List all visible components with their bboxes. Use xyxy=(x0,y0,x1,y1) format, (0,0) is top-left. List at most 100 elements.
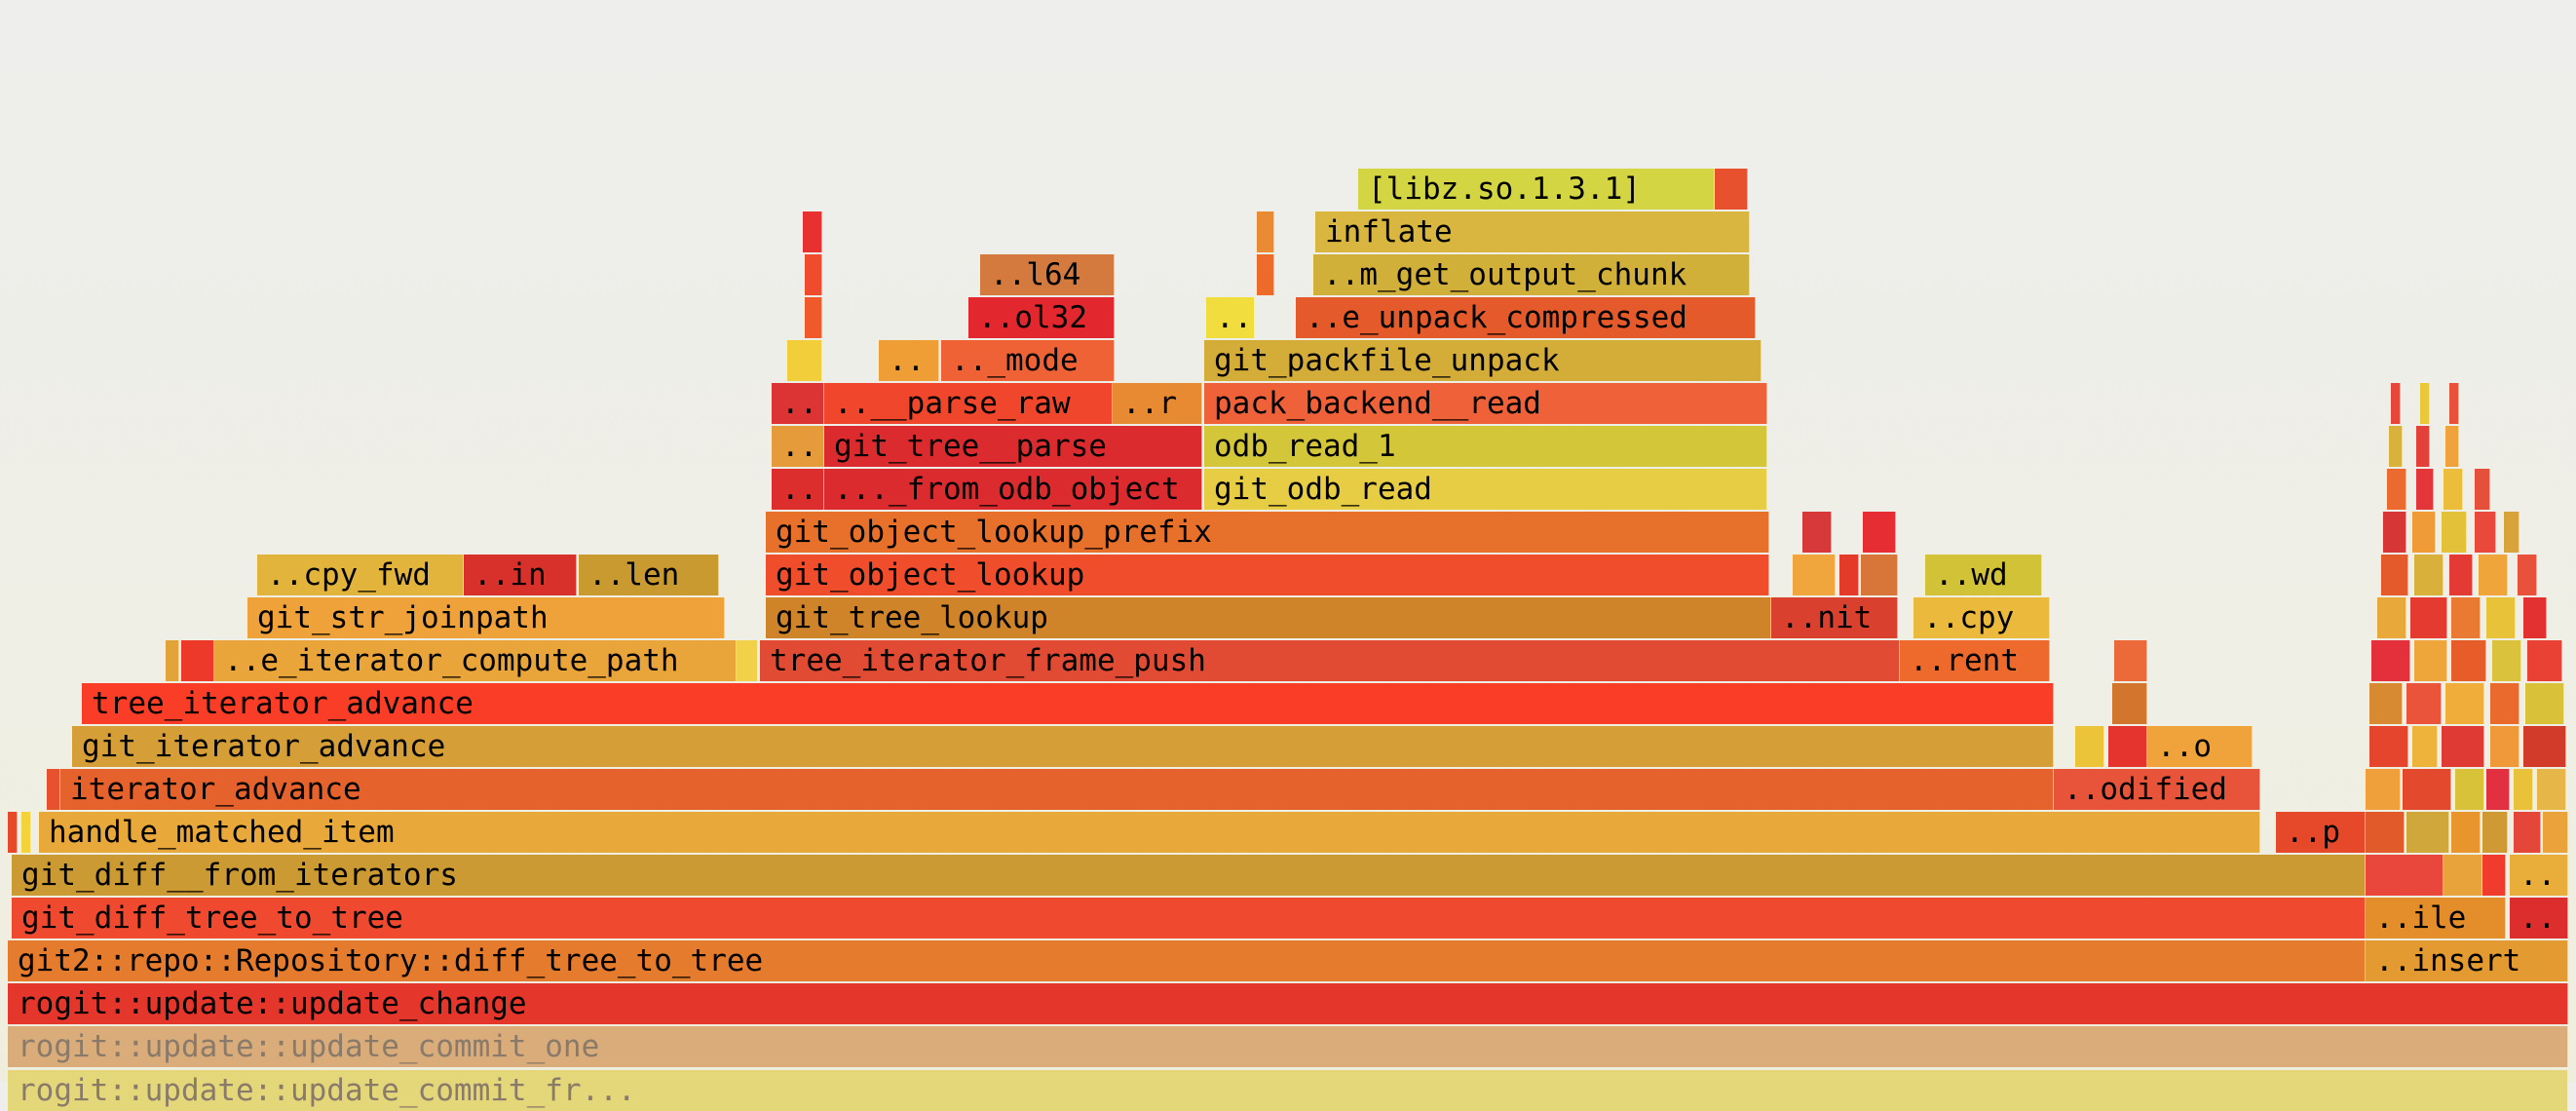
frame-sliver xyxy=(737,640,758,681)
frame-r[interactable]: ..r xyxy=(1113,383,1202,424)
frame-collapsed xyxy=(1839,555,1859,595)
frame-label: ..insert xyxy=(2375,943,2521,978)
frame-label: ..nit xyxy=(1781,600,1873,635)
frame-rent[interactable]: ..rent xyxy=(1900,640,2050,681)
frame-collapsed[interactable]: .. xyxy=(879,340,939,381)
frame-label: git_tree_lookup xyxy=(776,600,1048,635)
frame-git-odb-read[interactable]: git_odb_read xyxy=(1204,469,1767,510)
frame-unpack-compressed[interactable]: ..e_unpack_compressed xyxy=(1296,297,1756,338)
frame-tree-iterator-frame-push[interactable]: tree_iterator_frame_push xyxy=(760,640,1900,681)
frame-ol32[interactable]: ..ol32 xyxy=(968,297,1115,338)
frame-collapsed xyxy=(2366,855,2443,896)
frame-label: rogit::update::update_commit_fr... xyxy=(18,1073,636,1108)
frame-sliver xyxy=(2387,469,2406,510)
frame-git-tree-lookup[interactable]: git_tree_lookup xyxy=(766,597,1771,638)
frame-collapsed xyxy=(1863,512,1896,553)
frame-label: ..wd xyxy=(1935,557,2008,593)
frame-git-str-joinpath[interactable]: git_str_joinpath xyxy=(247,597,725,638)
frame-label: odb_read_1 xyxy=(1214,429,1396,464)
frame-update-change[interactable]: rogit::update::update_change xyxy=(8,983,2568,1024)
frame-collapsed xyxy=(1861,555,1898,595)
frame-label: .. xyxy=(781,429,818,464)
frame-label: [libz.so.1.3.1] xyxy=(1368,172,1641,207)
frame-label: ..o xyxy=(2157,729,2212,764)
frame-sliver xyxy=(2527,640,2562,681)
frame-iterator-advance[interactable]: iterator_advance xyxy=(60,769,2054,810)
frame-tree-iterator-compute-path[interactable]: ..e_iterator_compute_path xyxy=(214,640,737,681)
frame-ile[interactable]: ..ile xyxy=(2366,898,2506,939)
frame-update-commit-one[interactable]: rogit::update::update_commit_one xyxy=(8,1026,2568,1067)
frame-label: ..cpy xyxy=(1923,600,2015,635)
frame-p[interactable]: ..p xyxy=(2276,812,2366,853)
frame-sliver xyxy=(2108,726,2147,767)
frame-odb-read-1[interactable]: odb_read_1 xyxy=(1204,426,1767,467)
frame-label: git_odb_read xyxy=(1214,472,1432,507)
frame-cpy-fwd[interactable]: ..cpy_fwd xyxy=(257,555,464,595)
frame-git-iterator-advance[interactable]: git_iterator_advance xyxy=(72,726,2054,767)
frame-insert[interactable]: ..insert xyxy=(2366,940,2568,981)
frame-inflate[interactable]: inflate xyxy=(1315,211,1750,252)
frame-sliver xyxy=(2537,769,2566,810)
frame-sliver xyxy=(2410,597,2447,638)
frame-len[interactable]: ..len xyxy=(579,555,719,595)
flame-graph: rogit::update::update_commit_fr... rogit… xyxy=(8,169,2568,1111)
frame-collapsed[interactable]: .. xyxy=(2510,855,2568,896)
frame-sliver xyxy=(2486,769,2510,810)
frame-from-odb-object[interactable]: ..._from_odb_object xyxy=(824,469,1202,510)
frame-label: git_packfile_unpack xyxy=(1214,343,1560,378)
frame-sliver xyxy=(166,640,179,681)
frame-sliver xyxy=(2492,640,2521,681)
frame-collapsed[interactable]: .. xyxy=(1206,297,1255,338)
frame-o[interactable]: ..o xyxy=(2147,726,2253,767)
frame-sliver xyxy=(2490,683,2519,724)
frame-get-output-chunk[interactable]: ..m_get_output_chunk xyxy=(1313,254,1750,295)
frame-pack-backend-read[interactable]: pack_backend__read xyxy=(1204,383,1767,424)
frame-sliver xyxy=(2449,383,2459,424)
frame-l64[interactable]: ..l64 xyxy=(980,254,1115,295)
frame-git-tree-parse[interactable]: git_tree__parse xyxy=(824,426,1202,467)
frame-git-object-lookup[interactable]: git_object_lookup xyxy=(766,555,1769,595)
frame-label: ..cpy_fwd xyxy=(267,557,431,593)
frame-label: ..rent xyxy=(1910,643,2019,678)
frame-sliver xyxy=(2490,726,2519,767)
frame-label: ..e_iterator_compute_path xyxy=(224,643,679,678)
frame-git-diff-from-iterators[interactable]: git_diff__from_iterators xyxy=(12,855,2366,896)
frame-cpy[interactable]: ..cpy xyxy=(1913,597,2050,638)
frame-collapsed[interactable]: .. xyxy=(772,426,824,467)
frame-sliver xyxy=(2445,426,2459,467)
frame-label: ..ile xyxy=(2375,900,2467,936)
frame-sliver xyxy=(2366,812,2405,853)
frame-sliver xyxy=(2482,812,2508,853)
frame-odified[interactable]: ..odified xyxy=(2054,769,2260,810)
frame-collapsed[interactable]: .. xyxy=(772,469,824,510)
frame-collapsed[interactable]: .. xyxy=(2510,898,2568,939)
frame-sliver xyxy=(2369,683,2403,724)
frame-wd[interactable]: ..wd xyxy=(1925,555,2042,595)
frame-libz[interactable]: [libz.so.1.3.1] xyxy=(1358,169,1715,210)
frame-git-object-lookup-prefix[interactable]: git_object_lookup_prefix xyxy=(766,512,1769,553)
frame-git-packfile-unpack[interactable]: git_packfile_unpack xyxy=(1204,340,1762,381)
frame-collapsed[interactable]: .. xyxy=(772,383,824,424)
frame-tree-iterator-advance[interactable]: tree_iterator_advance xyxy=(82,683,2054,724)
frame-sliver xyxy=(2414,640,2447,681)
frame-git-diff-tree-to-tree[interactable]: git_diff_tree_to_tree xyxy=(12,898,2366,939)
frame-sliver xyxy=(2389,426,2403,467)
frame-handle-matched-item[interactable]: handle_matched_item xyxy=(39,812,2260,853)
frame-sliver xyxy=(2442,512,2467,553)
frame-in[interactable]: ..in xyxy=(464,555,577,595)
frame-label: git_diff_tree_to_tree xyxy=(21,900,403,936)
frame-collapsed xyxy=(805,297,822,338)
frame-sliver xyxy=(2475,512,2496,553)
frame-label: ..r xyxy=(1122,386,1177,421)
frame-sliver xyxy=(2381,555,2408,595)
frame-nit[interactable]: ..nit xyxy=(1771,597,1898,638)
frame-sliver xyxy=(2449,555,2473,595)
frame-sliver xyxy=(2412,512,2436,553)
frame-update-commit-from[interactable]: rogit::update::update_commit_fr... xyxy=(8,1070,2568,1111)
frame-label: git_str_joinpath xyxy=(257,600,549,635)
frame-parse-raw[interactable]: ..__parse_raw xyxy=(824,383,1113,424)
frame-mode[interactable]: .._mode xyxy=(941,340,1115,381)
frame-label: ..in xyxy=(474,557,547,593)
frame-label: rogit::update::update_commit_one xyxy=(18,1029,600,1064)
frame-repository-diff-tree-to-tree[interactable]: git2::repo::Repository::diff_tree_to_tre… xyxy=(8,940,2366,981)
